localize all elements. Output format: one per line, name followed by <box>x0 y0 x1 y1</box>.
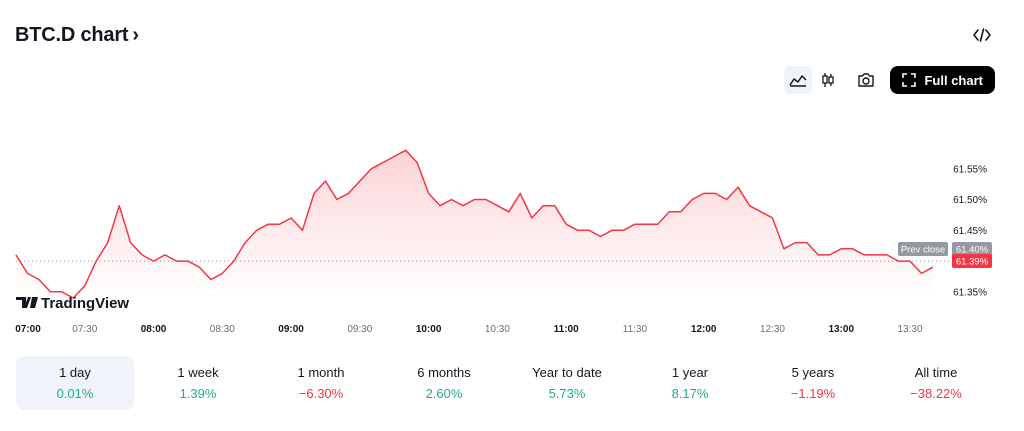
full-chart-button[interactable]: Full chart <box>890 66 995 94</box>
chart-toolbar: Full chart <box>784 66 995 94</box>
timeframe-label: 1 year <box>671 365 709 380</box>
y-tick-label: 61.35% <box>953 287 987 298</box>
x-tick-label: 07:00 <box>15 324 41 335</box>
timeframe-label: 1 day <box>59 365 91 380</box>
series-line <box>15 149 934 299</box>
x-axis: 07:00 07:30 08:00 08:30 09:00 09:30 10:00 10:30… <box>15 324 923 335</box>
timeframe-label: 1 week <box>177 365 219 380</box>
chart-type-switcher <box>784 66 842 94</box>
area-chart-icon <box>789 75 808 87</box>
prev-close-label: Prev close <box>901 245 945 256</box>
last-price: 61.39% <box>956 257 989 268</box>
chart-area[interactable]: 61.55% 61.50% 61.45% 61.40% 61.35% TradingVi… <box>0 100 1024 340</box>
area-chart-button[interactable] <box>784 66 813 94</box>
timeframe-1-week[interactable]: 1 week 1.39% <box>139 356 257 410</box>
camera-icon <box>858 73 875 87</box>
x-tick-label: 11:00 <box>554 324 579 335</box>
y-tick-label: 61.55% <box>953 164 987 175</box>
x-tick-label: 09:00 <box>278 324 304 335</box>
x-tick-label: 09:30 <box>347 324 372 335</box>
timeframe-5-years[interactable]: 5 years −1.19% <box>754 356 872 410</box>
timeframe-label: 5 years <box>791 365 835 380</box>
timeframe-label: 6 months <box>417 365 471 380</box>
x-tick-label: 12:30 <box>760 324 785 335</box>
x-tick-label: 10:00 <box>416 324 442 335</box>
full-chart-label: Full chart <box>924 72 983 88</box>
y-axis: 61.55% 61.50% 61.45% 61.40% 61.35% <box>953 164 987 298</box>
timeframe-all-time[interactable]: All time −38.22% <box>877 356 995 410</box>
timeframe-1-year[interactable]: 1 year 8.17% <box>631 356 749 410</box>
timeframe-selector: 1 day 0.01% 1 week 1.39% 1 month −6.30% 6 mont… <box>16 356 1016 410</box>
prev-close-price: 61.40% <box>956 245 989 256</box>
fullscreen-icon <box>902 73 917 87</box>
snapshot-button[interactable] <box>852 66 880 94</box>
code-embed-icon <box>973 28 991 42</box>
candlestick-icon <box>822 73 835 87</box>
x-tick-label: 08:30 <box>210 324 235 335</box>
timeframe-change: 8.17% <box>671 386 709 401</box>
embed-code-button[interactable] <box>972 25 992 45</box>
series-area-fill <box>16 150 933 298</box>
prev-close-badge: Prev close <box>898 242 948 256</box>
x-tick-label: 12:00 <box>691 324 717 335</box>
timeframe-change: 0.01% <box>56 386 94 401</box>
timeframe-label: 1 month <box>297 365 345 380</box>
last-price-badge: 61.39% <box>952 254 992 268</box>
timeframe-change: 1.39% <box>179 386 217 401</box>
timeframe-change: −6.30% <box>298 386 344 401</box>
chart-title: BTC.D chart <box>15 24 129 46</box>
candlestick-chart-button[interactable] <box>814 66 842 94</box>
timeframe-6-months[interactable]: 6 months 2.60% <box>385 356 503 410</box>
timeframe-year-to-date[interactable]: Year to date 5.73% <box>508 356 626 410</box>
timeframe-change: −38.22% <box>910 386 962 401</box>
x-tick-label: 10:30 <box>485 324 510 335</box>
timeframe-change: −1.19% <box>790 386 836 401</box>
x-tick-label: 07:30 <box>72 324 97 335</box>
x-tick-label: 11:30 <box>623 324 648 335</box>
tradingview-logo-icon <box>16 297 38 308</box>
timeframe-label: All time <box>914 365 958 380</box>
prev-close-price-badge: 61.40% <box>952 242 992 256</box>
series-points <box>15 150 933 299</box>
timeframe-change: 2.60% <box>425 386 463 401</box>
x-tick-label: 13:00 <box>828 324 854 335</box>
tradingview-watermark: TradingView <box>16 295 129 312</box>
timeframe-1-month[interactable]: 1 month −6.30% <box>262 356 380 410</box>
y-tick-label: 61.50% <box>953 195 987 206</box>
x-tick-label: 08:00 <box>141 324 167 335</box>
timeframe-1-day[interactable]: 1 day 0.01% <box>16 356 134 410</box>
chevron-right-icon: › <box>132 24 139 46</box>
x-tick-label: 13:30 <box>897 324 922 335</box>
y-tick-label: 61.45% <box>953 226 987 237</box>
timeframe-label: Year to date <box>532 365 602 380</box>
timeframe-change: 5.73% <box>548 386 586 401</box>
chart-title-link[interactable]: BTC.D chart › <box>15 24 139 47</box>
tradingview-logo-text: TradingView <box>41 295 129 312</box>
